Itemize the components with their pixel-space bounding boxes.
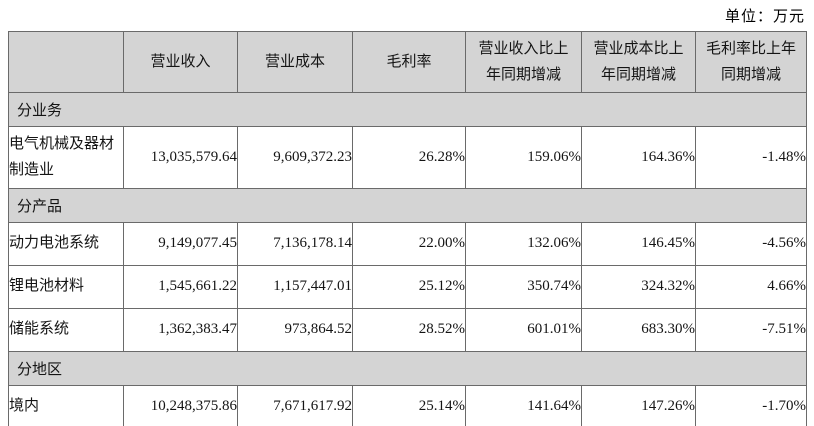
cell-gross-margin-yoy: -1.48% — [695, 126, 807, 189]
cell-revenue-yoy: 601.01% — [465, 307, 582, 352]
section-label: 分产品 — [8, 187, 807, 223]
cell-cost: 9,609,372.23 — [237, 126, 353, 189]
cell-gross-margin-yoy: -7.51% — [695, 307, 807, 352]
cell-gross-margin-yoy: -4.56% — [695, 221, 807, 266]
section-label: 分业务 — [8, 92, 807, 127]
section-by-region: 分地区 — [8, 350, 807, 386]
cell-gross-margin: 26.28% — [352, 126, 466, 189]
cell-cost-yoy: 683.30% — [581, 307, 696, 352]
row-label: 境内 — [8, 384, 124, 426]
segment-financial-table: 营业收入 营业成本 毛利率 营业收入比上年同期增减 营业成本比上年同期增减 毛利… — [8, 31, 807, 426]
cell-cost-yoy: 146.45% — [581, 221, 696, 266]
section-label: 分地区 — [8, 350, 807, 386]
table-row-energy-storage: 储能系统 1,362,383.47 973,864.52 28.52% 601.… — [8, 307, 807, 352]
table-row-electrical-machinery: 电气机械及器材制造业 13,035,579.64 9,609,372.23 26… — [8, 126, 807, 189]
header-row: 营业收入 营业成本 毛利率 营业收入比上年同期增减 营业成本比上年同期增减 毛利… — [8, 31, 807, 93]
cell-gross-margin-yoy: -1.70% — [695, 384, 807, 426]
row-label: 电气机械及器材制造业 — [8, 126, 124, 189]
cell-revenue-yoy: 159.06% — [465, 126, 582, 189]
cell-gross-margin: 28.52% — [352, 307, 466, 352]
cell-cost-yoy: 164.36% — [581, 126, 696, 189]
header-blank-cell — [8, 31, 124, 93]
section-by-business: 分业务 — [8, 92, 807, 127]
table-row-domestic: 境内 10,248,375.86 7,671,617.92 25.14% 141… — [8, 384, 807, 426]
header-gross-margin-yoy: 毛利率比上年同期增减 — [695, 31, 807, 93]
cell-cost: 1,157,447.01 — [237, 264, 353, 309]
cell-revenue-yoy: 350.74% — [465, 264, 582, 309]
row-label: 储能系统 — [8, 307, 124, 352]
table-row-lithium-materials: 锂电池材料 1,545,661.22 1,157,447.01 25.12% 3… — [8, 264, 807, 309]
header-revenue-yoy: 营业收入比上年同期增减 — [465, 31, 582, 93]
cell-cost-yoy: 147.26% — [581, 384, 696, 426]
cell-cost: 7,671,617.92 — [237, 384, 353, 426]
cell-revenue: 10,248,375.86 — [123, 384, 238, 426]
cell-cost: 7,136,178.14 — [237, 221, 353, 266]
cell-gross-margin: 25.12% — [352, 264, 466, 309]
header-cost: 营业成本 — [237, 31, 353, 93]
cell-revenue-yoy: 141.64% — [465, 384, 582, 426]
cell-revenue: 1,362,383.47 — [123, 307, 238, 352]
cell-revenue-yoy: 132.06% — [465, 221, 582, 266]
cell-gross-margin: 22.00% — [352, 221, 466, 266]
cell-gross-margin: 25.14% — [352, 384, 466, 426]
unit-label: 单位：万元 — [724, 9, 805, 25]
cell-gross-margin-yoy: 4.66% — [695, 264, 807, 309]
header-revenue: 营业收入 — [123, 31, 238, 93]
cell-cost-yoy: 324.32% — [581, 264, 696, 309]
row-label: 动力电池系统 — [8, 221, 124, 266]
row-label: 锂电池材料 — [8, 264, 124, 309]
section-by-product: 分产品 — [8, 187, 807, 223]
cell-revenue: 1,545,661.22 — [123, 264, 238, 309]
header-gross-margin: 毛利率 — [352, 31, 466, 93]
cell-cost: 973,864.52 — [237, 307, 353, 352]
header-cost-yoy: 营业成本比上年同期增减 — [581, 31, 696, 93]
cell-revenue: 13,035,579.64 — [123, 126, 238, 189]
table-row-power-battery: 动力电池系统 9,149,077.45 7,136,178.14 22.00% … — [8, 221, 807, 266]
cell-revenue: 9,149,077.45 — [123, 221, 238, 266]
